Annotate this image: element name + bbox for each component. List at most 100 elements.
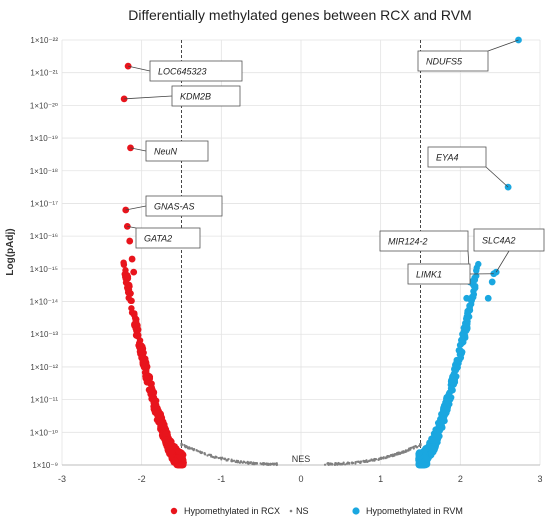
rcx-point (178, 461, 185, 469)
annotation-box (171, 85, 241, 107)
x-tick-label: 1 (378, 474, 383, 484)
ns-point (382, 457, 385, 460)
annotation-label: GNAS-AS (154, 202, 195, 212)
axes: 1×10⁻⁹ 1×10⁻¹⁰ 1×10⁻¹¹ 1×10⁻¹² 1×10⁻¹³ 1×10⁻¹… (30, 36, 543, 484)
x-tick-label: 2 (458, 474, 463, 484)
rvm-point (457, 354, 465, 361)
chart-title: Differentially methylated genes between … (128, 7, 471, 23)
annotation-leader (495, 250, 510, 273)
rvm-point (463, 327, 470, 334)
rvm-point (466, 304, 473, 311)
ns-point (207, 453, 211, 456)
rcx-point (124, 284, 131, 291)
ns-point (358, 461, 362, 464)
rvm-point (421, 445, 429, 453)
rvm-point (440, 409, 447, 416)
x-tick-label: 0 (298, 474, 303, 484)
annotation-label: MIR124-2 (388, 237, 428, 247)
annotation-leader (485, 166, 509, 188)
ns-point (259, 462, 262, 465)
gene-annotations: LOC645323 KDM2B NeuN GNAS-AS GATA2 NDUFS5 EYA4… (124, 39, 545, 285)
rvm-point (448, 375, 456, 383)
y-tick-label: 1×10⁻¹⁶ (30, 232, 58, 241)
ns-point (190, 447, 193, 450)
annotation-box (145, 140, 209, 162)
annotation-label: SLC4A2 (482, 236, 516, 246)
rcx-point (142, 375, 150, 382)
rcx-point (161, 436, 168, 443)
y-tick-label: 1×10⁻¹⁵ (30, 265, 58, 274)
y-tick-label: 1×10⁻¹⁸ (30, 167, 58, 176)
legend: Hypomethylated in RCX NS Hypomethylated in… (170, 506, 463, 516)
ns-point (352, 461, 355, 465)
ns-point (261, 461, 265, 465)
y-tick-label: 1×10⁻¹² (30, 363, 58, 372)
ns-point (238, 461, 241, 464)
rvm-point (415, 450, 423, 457)
ns-point (397, 453, 400, 456)
annotation-box (427, 146, 487, 168)
rcx-point (148, 395, 155, 403)
x-tick-label: 3 (537, 474, 542, 484)
ns-points (180, 442, 422, 467)
rcx-point (176, 454, 183, 461)
ns-point (344, 463, 347, 466)
annotation-leader (130, 147, 147, 152)
ns-point (204, 453, 207, 456)
y-tick-label: 1×10⁻¹⁴ (30, 298, 59, 307)
ns-point (412, 446, 415, 449)
legend-marker-ns (289, 509, 293, 513)
ns-point (275, 463, 279, 466)
y-tick-label: 1×10⁻¹¹ (30, 396, 58, 405)
ns-point (221, 456, 224, 459)
annotation-box (135, 227, 201, 249)
annotation-box (379, 230, 469, 252)
ns-point (198, 450, 202, 454)
ns-point (348, 461, 351, 465)
annotation-label: LIMK1 (416, 270, 442, 280)
annotation-label: NeuN (154, 147, 178, 157)
ns-point (185, 445, 188, 448)
ns-point (374, 458, 377, 461)
ns-point (330, 462, 333, 465)
rcx-point (168, 440, 175, 448)
rvm-point (434, 432, 441, 439)
x-tick-label: -1 (217, 474, 225, 484)
ns-point (385, 456, 388, 459)
annotation-leader (127, 225, 137, 229)
annotation-leader (128, 65, 151, 72)
rcx-point (120, 261, 128, 268)
ns-point (333, 463, 337, 466)
rcx-highlight-point (128, 255, 136, 263)
ns-point (404, 450, 407, 454)
rcx-highlight-point (130, 268, 138, 276)
ns-point (345, 462, 349, 465)
annotation-box (145, 195, 223, 217)
rvm-point (455, 347, 462, 354)
annotation-label: GATA2 (144, 234, 172, 244)
ns-point (254, 462, 257, 465)
annotation-box (417, 50, 489, 72)
y-tick-label: 1×10⁻²² (30, 36, 58, 45)
ns-point (272, 463, 275, 466)
ns-point (372, 459, 375, 462)
rvm-point (442, 398, 450, 405)
annotation-leader (124, 95, 173, 100)
ns-point (363, 460, 366, 464)
rvm-point (463, 315, 471, 322)
ns-point (223, 458, 226, 461)
annotation-box (473, 228, 545, 252)
rcx-point (124, 273, 132, 280)
legend-marker-rcx (170, 507, 178, 515)
annotation-label: KDM2B (180, 92, 211, 102)
ns-point (239, 460, 243, 463)
ns-point (336, 462, 340, 466)
y-tick-label: 1×10⁻¹³ (30, 330, 58, 339)
ns-point (226, 458, 229, 461)
rcx-point (149, 388, 157, 395)
rcx-point (137, 348, 144, 355)
y-tick-label: 1×10⁻²¹ (30, 69, 58, 78)
rcx-point (153, 404, 160, 412)
ns-point (220, 458, 223, 461)
gridlines (61, 39, 541, 466)
